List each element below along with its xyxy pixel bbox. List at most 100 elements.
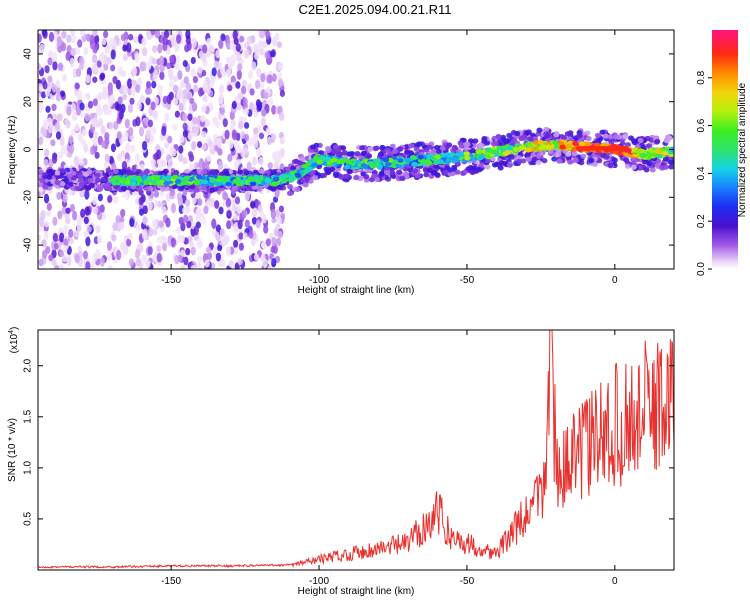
noise-cell bbox=[44, 220, 50, 228]
halo-cell bbox=[120, 185, 127, 191]
noise-cell bbox=[107, 195, 113, 204]
noise-cell bbox=[131, 79, 137, 86]
noise-cell bbox=[196, 237, 202, 248]
noise-cell bbox=[145, 97, 151, 106]
halo-cell bbox=[571, 151, 578, 157]
noise-cell bbox=[43, 158, 49, 167]
halo-cell bbox=[521, 134, 528, 140]
ridge-cell bbox=[312, 156, 320, 162]
noise-cell bbox=[167, 158, 173, 168]
noise-cell bbox=[238, 232, 244, 240]
ridge-cell bbox=[202, 179, 209, 185]
noise-cell bbox=[164, 112, 170, 122]
noise-cell bbox=[136, 100, 142, 111]
noise-cell bbox=[203, 118, 209, 128]
noise-cell bbox=[176, 34, 182, 44]
ridge-cell bbox=[156, 180, 163, 186]
noise-cell bbox=[230, 198, 236, 207]
ridge-cell bbox=[434, 154, 441, 159]
halo-cell bbox=[196, 168, 203, 174]
noise-cell bbox=[227, 60, 233, 70]
noise-cell bbox=[279, 111, 285, 122]
halo-cell bbox=[144, 168, 150, 174]
noise-cell bbox=[59, 249, 65, 257]
halo-cell bbox=[543, 126, 550, 133]
noise-cell bbox=[53, 31, 59, 41]
ridge-peak-cell bbox=[622, 146, 629, 151]
noise-cell bbox=[236, 51, 242, 62]
noise-cell bbox=[276, 152, 282, 163]
noise-cell bbox=[255, 219, 261, 229]
noise-cell bbox=[47, 57, 53, 66]
noise-cell bbox=[63, 238, 69, 247]
noise-cell bbox=[265, 238, 271, 247]
noise-cell bbox=[159, 55, 165, 66]
x-tick-label: 0 bbox=[612, 576, 618, 587]
noise-cell bbox=[246, 36, 252, 46]
halo-cell bbox=[193, 187, 200, 193]
noise-cell bbox=[276, 41, 282, 48]
ridge-cell bbox=[354, 159, 362, 165]
ridge-cell bbox=[215, 181, 223, 187]
noise-cell bbox=[178, 216, 184, 225]
noise-cell bbox=[68, 228, 74, 238]
halo-cell bbox=[285, 166, 292, 172]
halo-cell bbox=[561, 135, 568, 141]
spectrogram-axes: -150 -100 -50 0 40 20 0 -20 -40 bbox=[23, 29, 675, 286]
halo-cell bbox=[484, 140, 491, 146]
noise-cell bbox=[227, 84, 233, 92]
halo-cell bbox=[396, 169, 403, 175]
halo-cell bbox=[492, 140, 499, 146]
noise-cell bbox=[253, 127, 259, 135]
ridge-cell bbox=[232, 178, 239, 184]
noise-cell bbox=[39, 43, 45, 53]
noise-cell bbox=[61, 30, 67, 39]
noise-cell bbox=[197, 141, 203, 149]
noise-cell bbox=[201, 143, 207, 151]
noise-cell bbox=[38, 33, 42, 43]
noise-cell bbox=[148, 227, 154, 237]
noise-cell bbox=[185, 247, 191, 256]
noise-cell bbox=[141, 37, 147, 47]
noise-cell bbox=[127, 232, 133, 240]
noise-cell bbox=[42, 30, 48, 39]
noise-cell bbox=[255, 80, 261, 90]
noise-cell bbox=[142, 140, 148, 151]
noise-cell bbox=[85, 236, 91, 247]
ridge-cell bbox=[452, 157, 459, 163]
noise-cell bbox=[233, 247, 239, 255]
noise-cell bbox=[85, 92, 91, 100]
noise-cell bbox=[251, 156, 258, 166]
noise-cell bbox=[203, 205, 209, 215]
noise-cell bbox=[121, 160, 127, 171]
halo-cell bbox=[83, 179, 89, 185]
noise-cell bbox=[110, 64, 116, 72]
noise-cell bbox=[112, 76, 118, 84]
noise-cell bbox=[117, 96, 123, 105]
halo-cell bbox=[431, 169, 438, 175]
noise-cell bbox=[84, 206, 90, 216]
noise-cell bbox=[178, 145, 184, 154]
noise-cell bbox=[209, 44, 215, 52]
halo-cell bbox=[312, 175, 319, 181]
noise-cell bbox=[263, 225, 269, 234]
halo-cell bbox=[653, 139, 660, 145]
noise-cell bbox=[152, 254, 158, 262]
ridge-cell bbox=[249, 177, 256, 182]
noise-cell bbox=[92, 76, 98, 83]
halo-cell bbox=[498, 160, 505, 166]
noise-cell bbox=[92, 30, 98, 37]
noise-cell bbox=[277, 78, 284, 88]
noise-cell bbox=[75, 106, 81, 116]
ridge-cell bbox=[136, 178, 143, 184]
halo-cell bbox=[246, 185, 253, 191]
noise-cell bbox=[242, 97, 248, 107]
noise-cell bbox=[55, 131, 62, 140]
noise-cell bbox=[59, 232, 65, 243]
noise-cell bbox=[89, 112, 95, 120]
halo-cell bbox=[556, 158, 563, 164]
noise-cell bbox=[150, 101, 156, 111]
noise-cell bbox=[83, 229, 89, 238]
noise-cell bbox=[124, 118, 130, 129]
noise-cell bbox=[62, 244, 68, 253]
